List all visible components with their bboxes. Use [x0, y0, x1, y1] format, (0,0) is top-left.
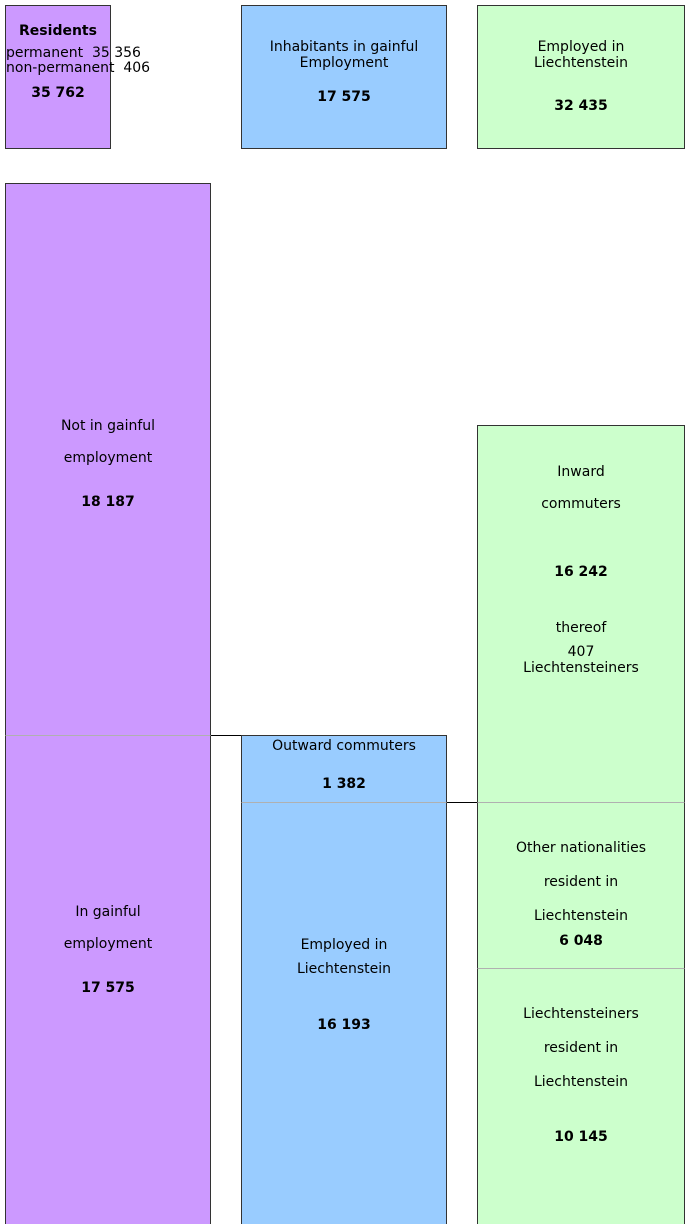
employed-box: Employed in Liechtenstein 32 435: [477, 5, 685, 149]
title: Liechtenstein: [533, 55, 628, 71]
employed-li-box: Employed in Liechtenstein 16 193: [241, 802, 447, 1224]
title: Inhabitants in gainful: [269, 39, 419, 55]
inhabitants-box: Inhabitants in gainful Employment 17 575: [241, 5, 447, 149]
label: Other nationalities: [515, 840, 647, 856]
label: Liechtensteiners: [523, 1006, 639, 1022]
label: commuters: [541, 496, 621, 512]
label: Not in gainful: [60, 418, 156, 434]
note: Liechtensteiners: [523, 660, 639, 676]
value: 1 382: [322, 776, 366, 792]
detail: permanent 35 356: [6, 45, 141, 61]
value: 6 048: [559, 933, 603, 949]
other-nat-box: Other nationalities resident in Liechten…: [477, 802, 685, 969]
note: 407: [567, 644, 595, 660]
value: 17 575: [81, 980, 135, 996]
title: Residents: [19, 23, 97, 39]
label: resident in: [543, 1040, 619, 1056]
value: 10 145: [554, 1129, 608, 1145]
label: employment: [63, 450, 153, 466]
value: 32 435: [554, 98, 608, 114]
label: Outward commuters: [272, 738, 416, 754]
inward-box: Inward commuters 16 242 thereof 407 Liec…: [477, 425, 685, 803]
connector: [211, 735, 241, 736]
note: thereof: [555, 620, 607, 636]
value: 17 575: [317, 89, 371, 105]
label: In gainful: [75, 904, 141, 920]
label: Liechtenstein: [296, 961, 391, 977]
outward-box: Outward commuters 1 382: [241, 735, 447, 803]
connector: [447, 802, 477, 803]
label: employment: [63, 936, 153, 952]
title: Employed in: [537, 39, 625, 55]
residents-box: Residents permanent 35 356 non-permanent…: [5, 5, 151, 149]
not-gainful-box: Not in gainful employment 18 187: [5, 183, 211, 736]
label: Liechtenstein: [533, 1074, 628, 1090]
label: resident in: [543, 874, 619, 890]
label: Liechtenstein: [533, 908, 628, 924]
value: 35 762: [31, 85, 85, 101]
gainful-box: In gainful employment 17 575: [5, 735, 211, 1224]
detail: non-permanent 406: [6, 60, 151, 76]
liechtensteiners-box: Liechtensteiners resident in Liechtenste…: [477, 968, 685, 1224]
title: Employment: [299, 55, 389, 71]
value: 18 187: [81, 494, 135, 510]
label: Inward: [557, 464, 605, 480]
value: 16 242: [554, 564, 608, 580]
label: Employed in: [300, 937, 388, 953]
value: 16 193: [317, 1017, 371, 1033]
